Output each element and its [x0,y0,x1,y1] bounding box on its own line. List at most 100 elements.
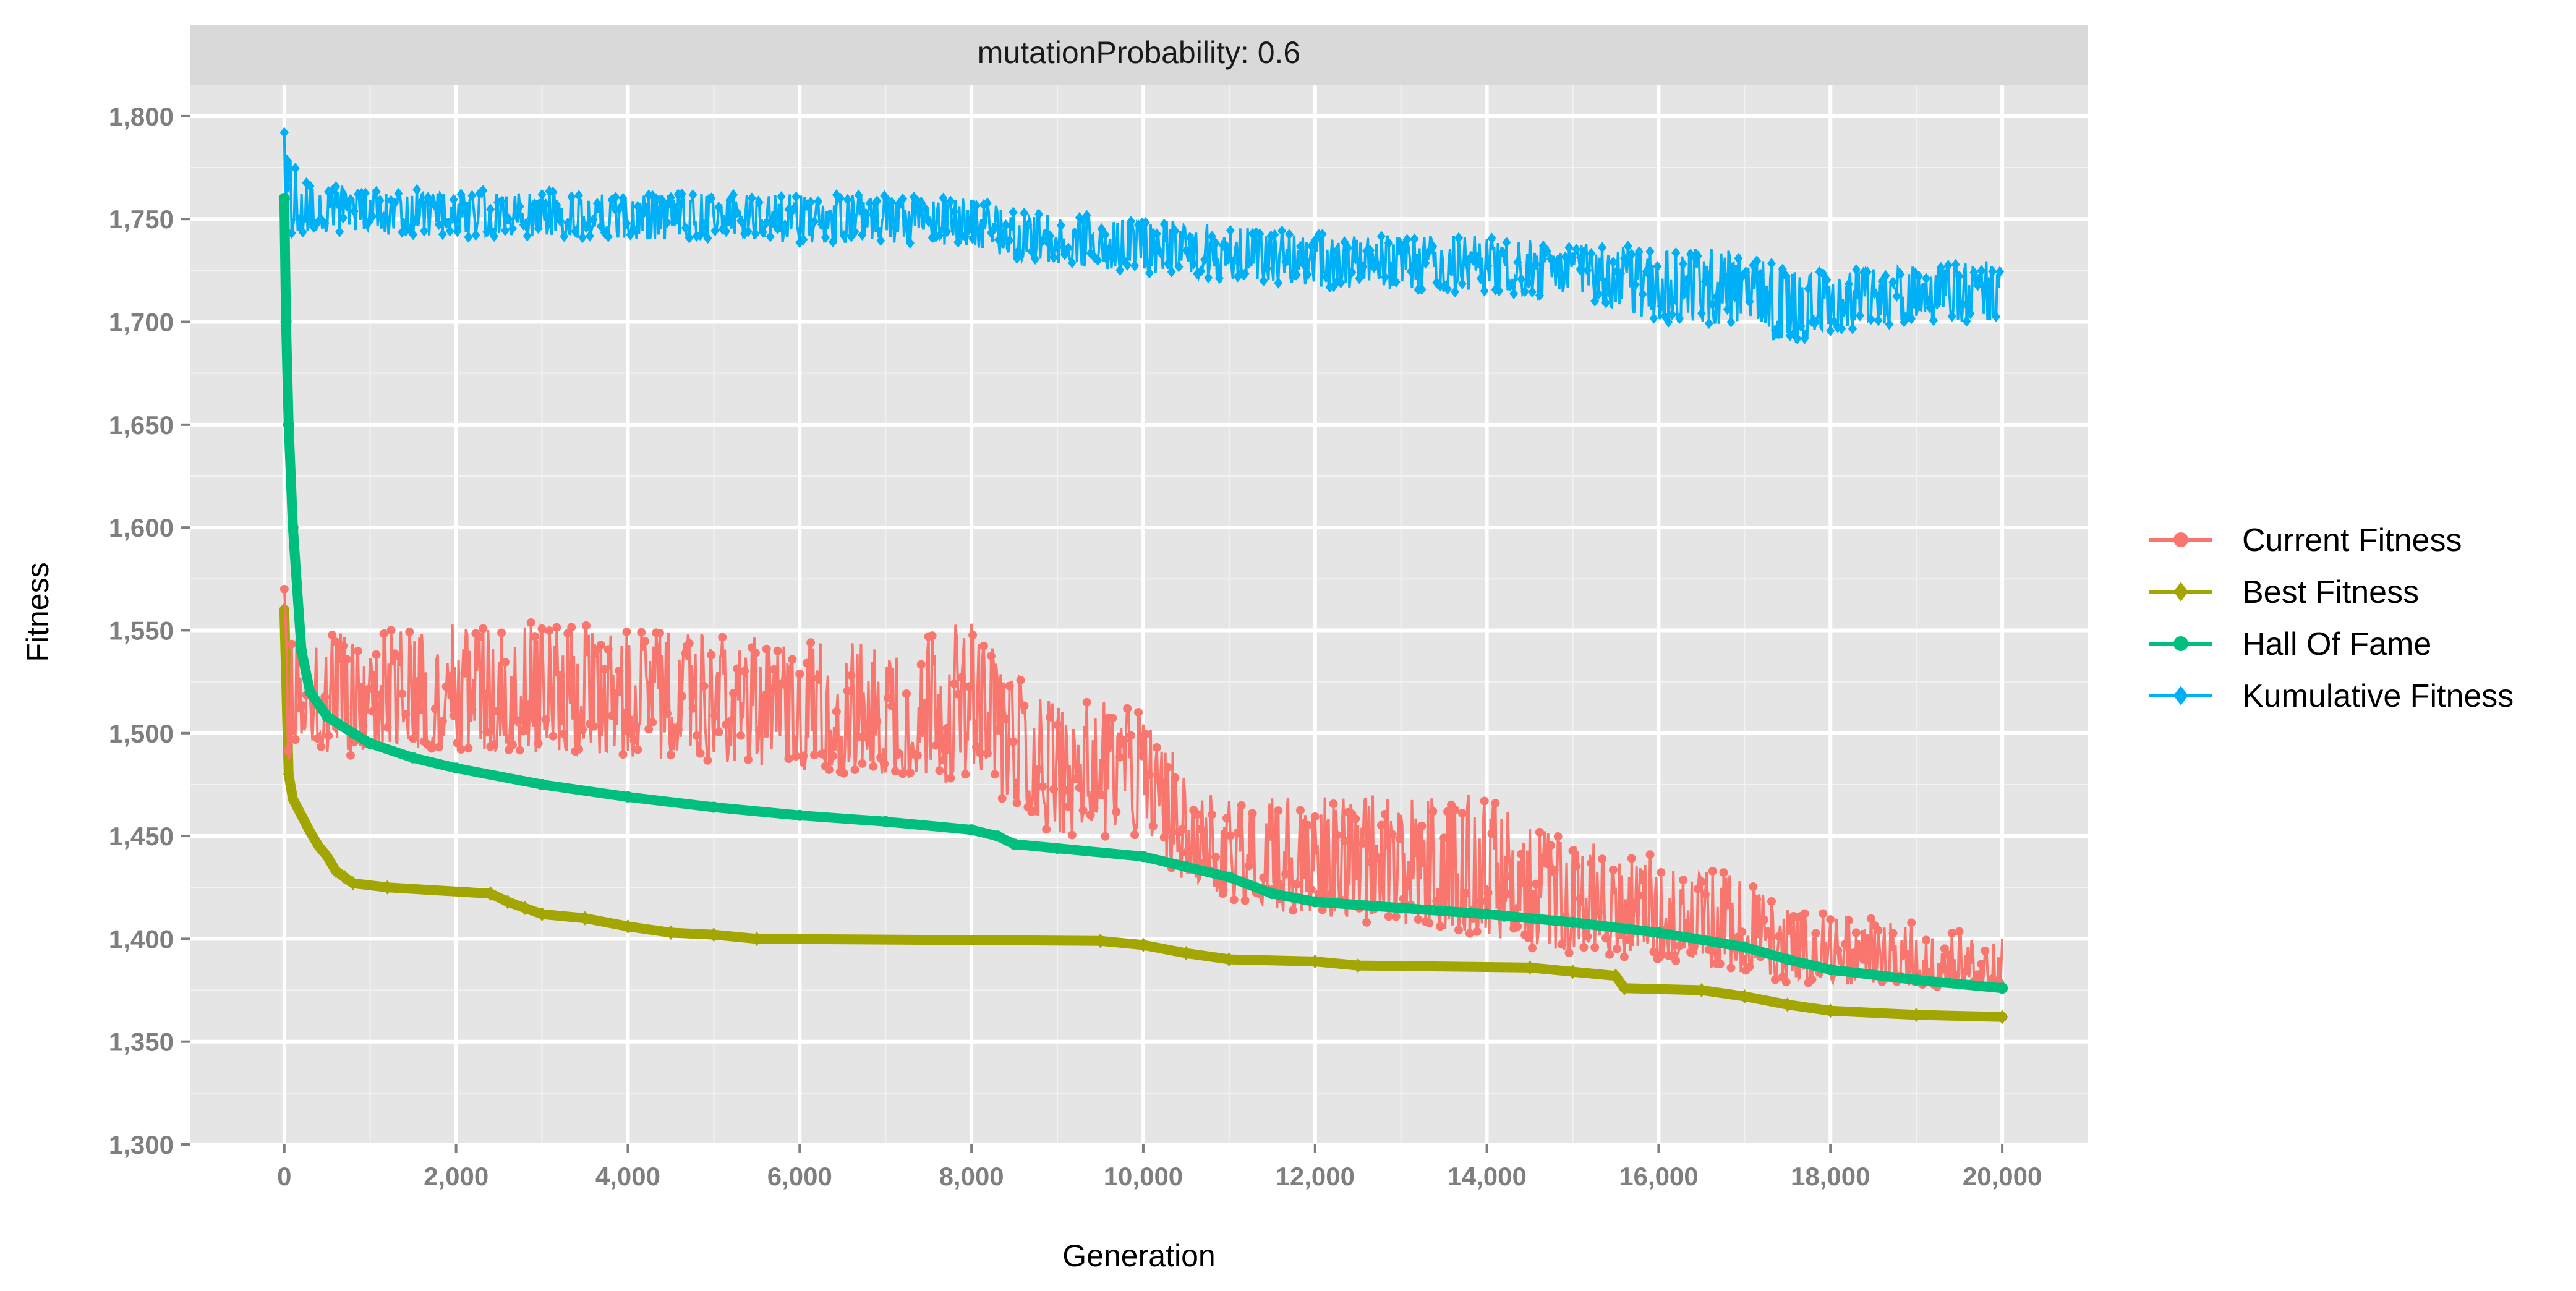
data-point-kumulative-fitness [1005,234,1014,246]
data-point-kumulative-fitness [511,210,521,222]
data-point-kumulative-fitness [1664,316,1673,328]
data-point-kumulative-fitness [1406,265,1415,277]
data-point-current-fitness [1774,932,1783,941]
data-point-kumulative-fitness [1583,265,1592,276]
data-point-kumulative-fitness [1848,323,1857,334]
data-point-kumulative-fitness [1550,257,1559,268]
data-point-kumulative-fitness [456,189,466,200]
data-point-current-fitness [1362,918,1371,927]
data-point-kumulative-fitness [1056,219,1065,231]
data-point-current-fitness [1208,810,1217,819]
data-point-current-fitness [1071,775,1080,784]
data-point-kumulative-fitness [1366,244,1375,257]
data-point-kumulative-fitness [1391,276,1401,288]
data-point-kumulative-fitness [629,224,639,236]
data-point-kumulative-fitness [1815,266,1824,278]
data-point-kumulative-fitness [490,231,499,242]
data-point-kumulative-fitness [939,192,948,204]
data-point-kumulative-fitness [1789,328,1798,340]
data-point-kumulative-fitness [1027,245,1036,257]
data-point-kumulative-fitness [876,234,885,247]
data-point-current-fitness [1373,853,1382,862]
x-tick-label: 12,000 [1276,1162,1355,1191]
data-point-current-fitness [398,689,407,699]
data-point-hall-of-fame [322,711,333,723]
data-point-current-fitness [898,769,907,778]
data-point-current-fitness [1605,950,1614,959]
data-point-kumulative-fitness [1447,265,1456,277]
data-point-kumulative-fitness [1851,264,1861,276]
data-point-best-fitness [283,767,294,782]
data-point-kumulative-fitness [1428,241,1438,252]
data-point-best-fitness [519,900,531,916]
data-point-current-fitness [416,705,425,715]
data-point-kumulative-fitness [1042,235,1051,247]
data-point-kumulative-fitness [585,230,594,242]
data-point-current-fitness [1259,873,1268,882]
data-point-current-fitness [287,639,296,649]
data-point-current-fitness [1587,859,1596,868]
data-point-kumulative-fitness [1263,263,1272,275]
data-point-kumulative-fitness [979,198,988,211]
data-point-kumulative-fitness [1785,330,1794,341]
data-point-current-fitness [1767,897,1776,906]
data-point-kumulative-fitness [486,203,495,215]
data-point-current-fitness [1391,912,1401,921]
data-point-kumulative-fitness [1903,311,1913,323]
data-point-kumulative-fitness [1767,257,1776,270]
data-point-hall-of-fame [1567,916,1579,928]
data-point-kumulative-fitness [1778,263,1787,275]
data-point-kumulative-fitness [835,192,845,204]
data-point-current-fitness [733,664,742,673]
data-point-best-fitness [287,791,299,806]
data-point-current-fitness [1152,743,1161,752]
data-point-current-fitness [1764,927,1773,936]
data-point-kumulative-fitness [707,192,716,204]
data-point-kumulative-fitness [1226,224,1235,236]
data-point-kumulative-fitness [541,198,550,210]
data-point-kumulative-fitness [710,225,720,237]
data-point-kumulative-fitness [1248,228,1257,240]
data-point-kumulative-fitness [1914,270,1924,282]
data-point-current-fitness [795,670,804,679]
data-point-kumulative-fitness [747,192,756,204]
data-point-kumulative-fitness [1760,307,1769,319]
data-point-kumulative-fitness [736,215,746,227]
data-point-current-fitness [1148,821,1158,830]
data-point-current-fitness [703,756,712,765]
data-point-current-fitness [806,638,816,647]
data-point-current-fitness [412,677,422,686]
data-point-kumulative-fitness [1285,229,1294,241]
data-point-current-fitness [913,751,922,760]
data-point-kumulative-fitness [479,185,488,197]
data-point-current-fitness [343,655,352,664]
data-point-hall-of-fame [536,778,548,790]
data-point-current-fitness [1318,905,1327,914]
data-point-kumulative-fitness [1638,288,1647,300]
data-point-current-fitness [983,749,992,758]
x-tick-label: 2,000 [424,1162,488,1191]
legend-key-marker [2173,686,2188,705]
data-point-hall-of-fame [347,727,359,739]
data-point-kumulative-fitness [1266,230,1276,242]
data-point-kumulative-fitness [754,197,764,208]
y-tick-label: 1,550 [109,616,174,645]
data-point-kumulative-fitness [1292,269,1302,281]
data-point-current-fitness [497,628,506,637]
data-point-kumulative-fitness [1877,275,1887,288]
series-best-fitness [278,602,2008,1025]
data-point-current-fitness [1951,971,1960,980]
data-point-kumulative-fitness [1845,278,1854,290]
data-point-kumulative-fitness [1049,252,1059,263]
data-point-current-fitness [1465,929,1474,938]
data-point-current-fitness [603,645,613,654]
x-tick-label: 20,000 [1963,1162,2042,1191]
data-point-current-fitness [552,623,561,632]
data-point-kumulative-fitness [1321,271,1331,283]
data-point-kumulative-fitness [1295,241,1305,252]
data-point-kumulative-fitness [1067,257,1077,269]
data-point-kumulative-fitness [1509,288,1519,300]
data-point-current-fitness [1472,927,1482,936]
data-point-current-fitness [1476,897,1485,906]
data-point-kumulative-fitness [1101,229,1110,241]
